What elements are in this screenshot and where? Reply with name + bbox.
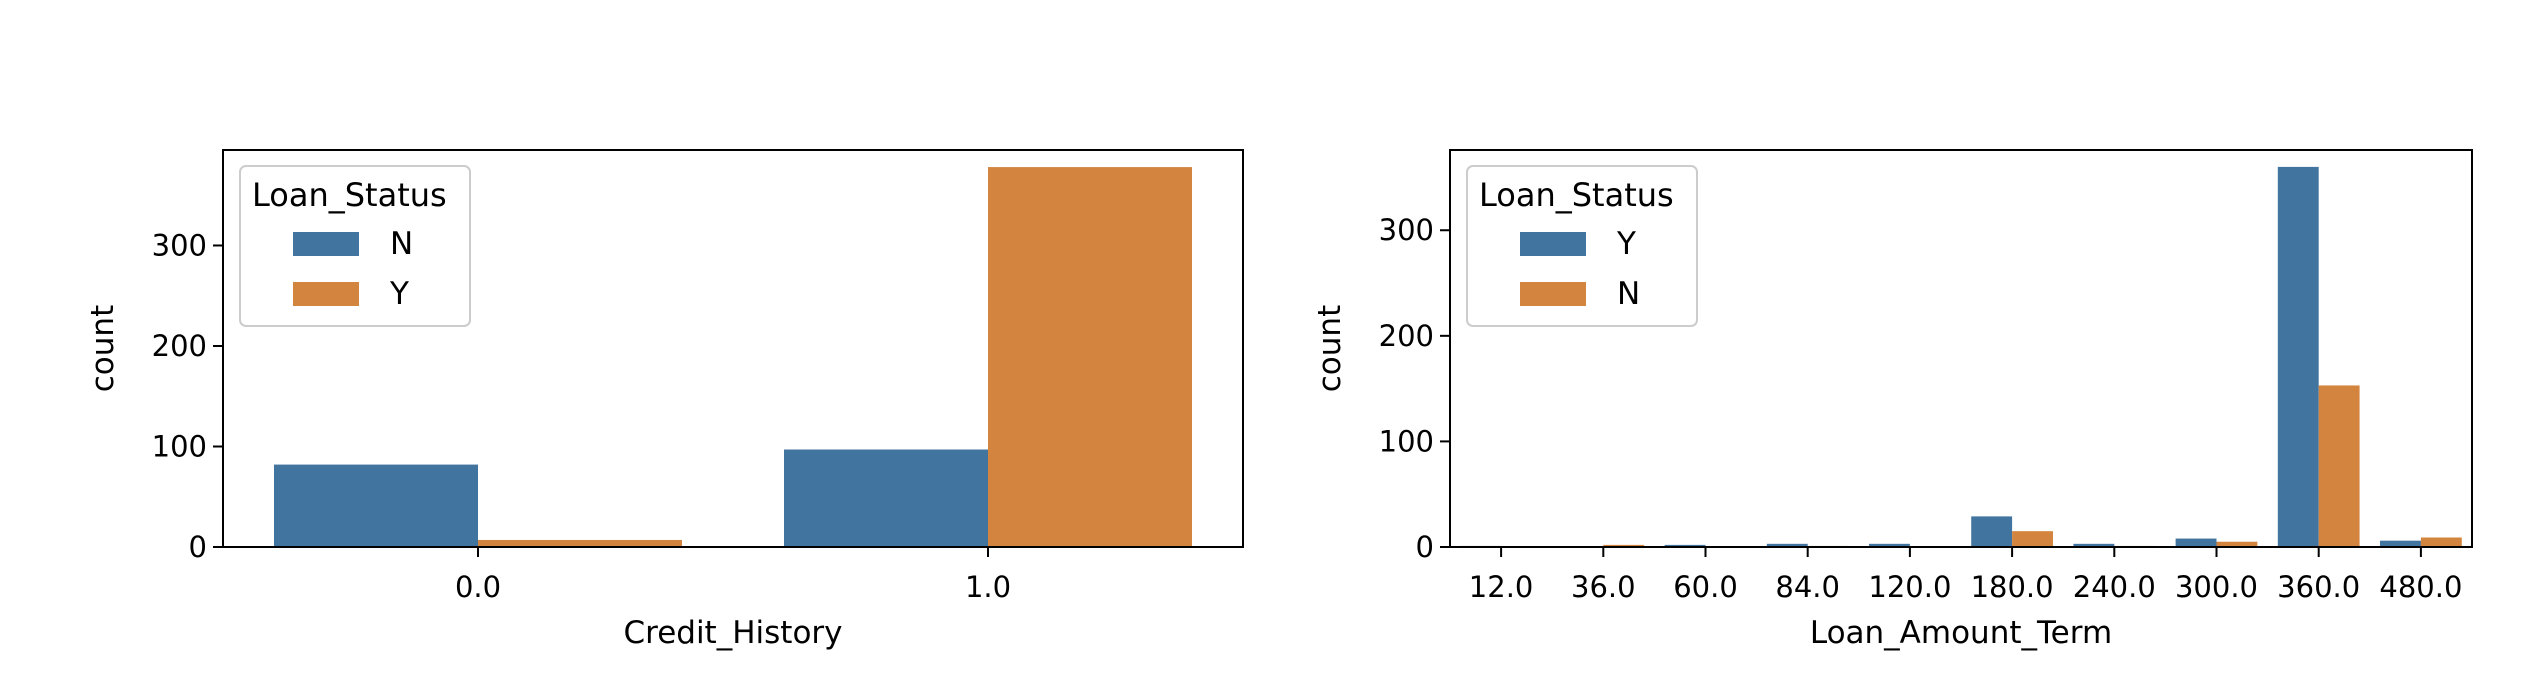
y-axis-label: count — [85, 305, 121, 392]
x-tick-label: 480.0 — [2379, 570, 2462, 604]
y-tick-label: 300 — [152, 228, 207, 262]
legend-swatch-y — [293, 282, 359, 306]
y-axis-label: count — [1312, 305, 1348, 392]
legend-swatch-n — [293, 232, 359, 256]
bar-y-300.0 — [2175, 538, 2217, 547]
bar-n-36.0 — [1603, 544, 1645, 547]
bar-n-1.0 — [784, 449, 988, 547]
legend-swatch-n — [1520, 282, 1586, 306]
x-tick-label: 60.0 — [1673, 570, 1738, 604]
bar-y-0.0 — [478, 539, 682, 547]
bar-y-240.0 — [2073, 543, 2115, 547]
x-tick-label: 84.0 — [1775, 570, 1840, 604]
bar-y-60.0 — [1664, 544, 1706, 547]
legend-label-n: N — [390, 226, 413, 262]
legend-label-n: N — [1617, 276, 1640, 312]
bar-y-84.0 — [1766, 543, 1808, 547]
x-tick-label: 12.0 — [1469, 570, 1534, 604]
y-tick-label: 200 — [1379, 319, 1434, 353]
legend-label-y: Y — [1616, 226, 1636, 262]
bar-y-120.0 — [1869, 543, 1910, 547]
legend: Loan_Status YN — [1466, 165, 1698, 327]
bar-y-180.0 — [1971, 516, 2013, 547]
x-axis-label: Loan_Amount_Term — [1810, 615, 2112, 651]
bar-n-0.0 — [274, 464, 478, 547]
bar-n-180.0 — [2012, 531, 2053, 547]
legend-label-y: Y — [389, 276, 409, 312]
chart-1: 0 100 200 300 0.0 1.0 Credit_History count Loan_… — [85, 149, 1244, 651]
x-tick-label: 1.0 — [965, 570, 1011, 604]
bar-y-360.0 — [2277, 166, 2319, 547]
bar-n-300.0 — [2216, 541, 2258, 547]
y-tick-label: 100 — [1379, 424, 1434, 458]
bar-n-480.0 — [2420, 537, 2462, 547]
bar-n-360.0 — [2318, 385, 2360, 547]
bar-y-480.0 — [2380, 540, 2421, 547]
x-tick-label: 180.0 — [1971, 570, 2054, 604]
legend-title: Loan_Status — [252, 176, 447, 214]
legend-title: Loan_Status — [1479, 176, 1674, 214]
x-tick-label: 120.0 — [1868, 570, 1951, 604]
x-tick-label: 36.0 — [1571, 570, 1636, 604]
axes-frame — [1449, 149, 2473, 548]
x-axis-label: Credit_History — [623, 615, 842, 651]
chart-2: 0 100 200 300 12.0 36.0 60.0 84.0 120.0 180.0 240.… — [1312, 149, 2473, 651]
y-tick-label: 0 — [1416, 530, 1434, 564]
y-tick-label: 300 — [1379, 213, 1434, 247]
x-tick-label: 360.0 — [2277, 570, 2360, 604]
x-tick-label: 300.0 — [2175, 570, 2258, 604]
y-tick-label: 100 — [152, 429, 207, 463]
x-tick-label: 0.0 — [455, 570, 501, 604]
legend-swatch-y — [1520, 232, 1586, 256]
x-tick-label: 240.0 — [2073, 570, 2156, 604]
y-tick-label: 0 — [189, 530, 207, 564]
bar-y-1.0 — [988, 167, 1192, 547]
legend: Loan_Status NY — [239, 165, 471, 327]
y-tick-label: 200 — [152, 329, 207, 363]
axes-frame — [222, 149, 1244, 548]
